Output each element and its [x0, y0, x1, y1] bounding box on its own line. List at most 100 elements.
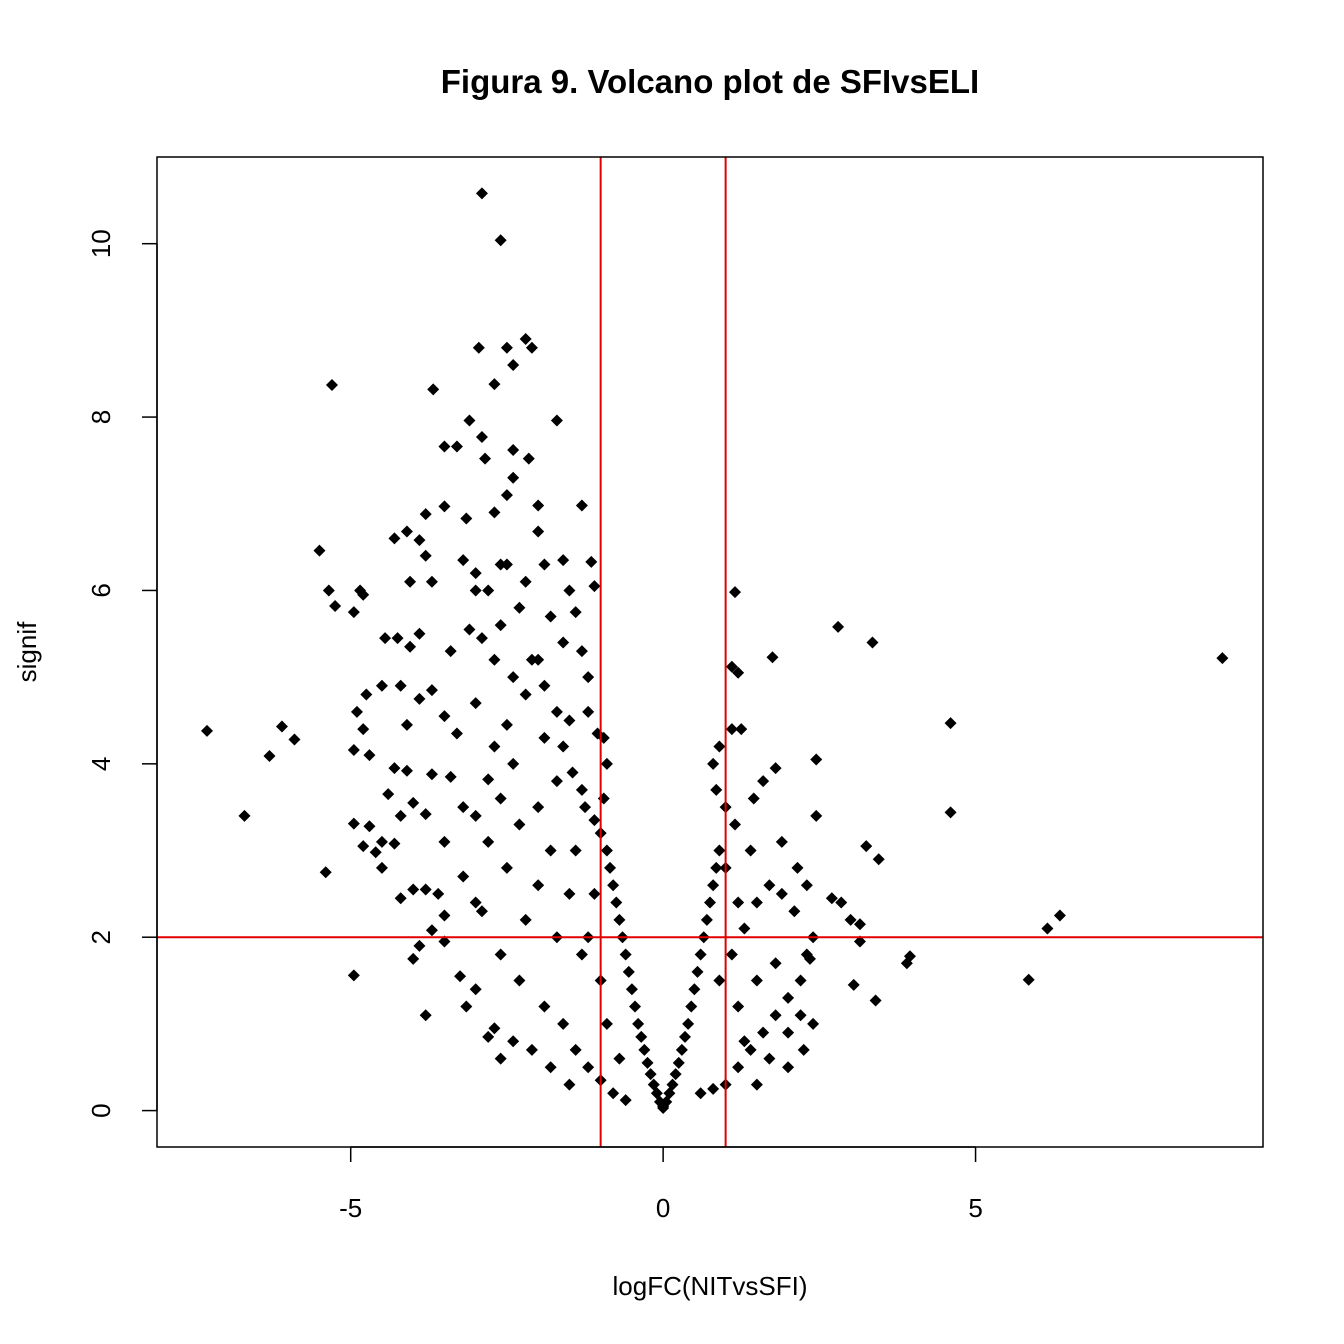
data-point [538, 558, 551, 571]
data-point [732, 666, 745, 679]
data-point [482, 773, 495, 786]
data-point [363, 749, 376, 762]
data-point [597, 792, 610, 805]
data-point [482, 1030, 495, 1043]
data-point [329, 600, 342, 613]
data-point [494, 792, 507, 805]
data-point [500, 489, 513, 502]
data-point [732, 1000, 745, 1013]
data-point [379, 632, 392, 645]
data-point [463, 623, 476, 636]
data-point [725, 948, 738, 961]
data-point [404, 640, 417, 653]
data-point [519, 575, 532, 588]
data-point [532, 801, 545, 814]
data-point [469, 983, 482, 996]
data-point [482, 584, 495, 597]
data-point [357, 840, 370, 853]
data-point [507, 1035, 520, 1048]
data-point [475, 431, 488, 444]
data-point [557, 740, 570, 753]
data-point [500, 558, 513, 571]
data-point [388, 532, 401, 545]
data-point [563, 714, 576, 727]
data-point [525, 653, 538, 666]
data-point [419, 883, 432, 896]
data-point [944, 806, 957, 819]
data-point [757, 775, 770, 788]
x-tick-label: 5 [968, 1193, 982, 1223]
data-point [532, 499, 545, 512]
data-point [582, 671, 595, 684]
data-point [538, 1000, 551, 1013]
data-point [500, 861, 513, 874]
y-tick-label: 2 [86, 930, 116, 944]
data-point [347, 606, 360, 619]
data-point [444, 770, 457, 783]
data-point [275, 720, 288, 733]
data-point [360, 688, 373, 701]
data-point [769, 1009, 782, 1022]
data-point [513, 974, 526, 987]
data-point [732, 1061, 745, 1074]
data-point [513, 601, 526, 614]
data-point [369, 846, 382, 859]
data-point [494, 1052, 507, 1065]
data-point [419, 808, 432, 821]
data-point [635, 1030, 648, 1043]
data-point [469, 697, 482, 710]
data-point [775, 887, 788, 900]
data-point [475, 187, 488, 200]
data-point [685, 1000, 698, 1013]
data-point [725, 723, 738, 736]
data-point [457, 870, 470, 883]
data-point [782, 991, 795, 1004]
data-point [619, 1094, 632, 1107]
data-point [788, 905, 801, 918]
data-point [866, 636, 879, 649]
data-point [607, 1087, 620, 1100]
data-point [800, 948, 813, 961]
data-point [713, 740, 726, 753]
data-point [557, 1017, 570, 1030]
data-point [794, 1009, 807, 1022]
data-point [382, 788, 395, 801]
data-point [347, 743, 360, 756]
data-point [769, 957, 782, 970]
data-point [469, 567, 482, 580]
data-point [544, 610, 557, 623]
data-point [469, 896, 482, 909]
data-point [853, 918, 866, 931]
data-point [363, 820, 376, 833]
data-point [869, 994, 882, 1007]
data-point [494, 948, 507, 961]
plot-frame [156, 156, 1264, 1148]
data-point [1053, 909, 1066, 922]
data-point [438, 835, 451, 848]
data-point [810, 809, 823, 822]
data-point [347, 817, 360, 830]
data-point [550, 705, 563, 718]
data-point [425, 924, 438, 937]
data-point [457, 554, 470, 567]
y-tick-label: 0 [86, 1103, 116, 1117]
data-point [488, 506, 501, 519]
data-point [872, 853, 885, 866]
data-point [763, 879, 776, 892]
data-point [425, 684, 438, 697]
data-point [469, 809, 482, 822]
data-point [704, 896, 716, 909]
data-point [419, 1009, 432, 1022]
data-point [763, 1052, 776, 1065]
data-point [432, 887, 445, 900]
data-point [438, 909, 451, 922]
data-point [775, 835, 788, 848]
data-point [800, 879, 813, 892]
data-point [757, 1026, 770, 1039]
data-point [532, 653, 545, 666]
data-point [500, 341, 513, 354]
data-point [694, 948, 707, 961]
data-point [563, 1078, 576, 1091]
data-point [413, 939, 426, 952]
